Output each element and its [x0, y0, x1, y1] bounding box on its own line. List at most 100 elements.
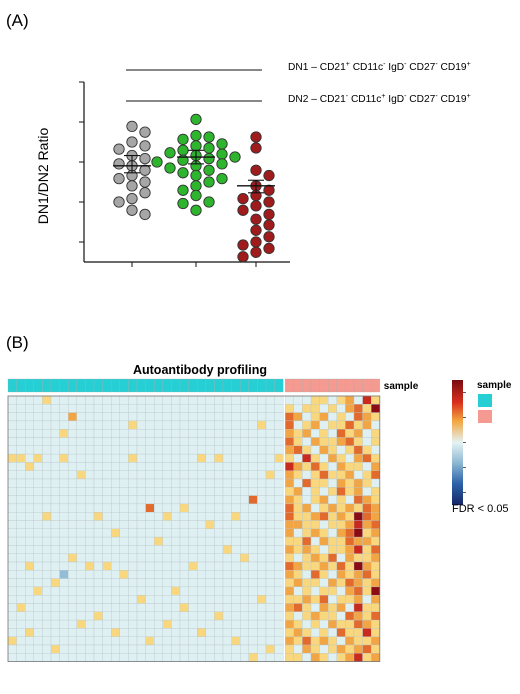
heatmap-cell	[293, 420, 303, 430]
heatmap-cell	[76, 536, 86, 546]
heatmap-cell	[302, 528, 312, 538]
heatmap-cell	[328, 453, 337, 463]
heatmap-cell	[59, 420, 69, 430]
heatmap-cell	[145, 404, 155, 413]
heatmap-cell	[197, 603, 206, 612]
heatmap-cell	[162, 536, 172, 546]
heatmap-cell	[76, 437, 86, 446]
heatmap-cell	[345, 553, 355, 563]
heatmap-cell	[145, 570, 155, 579]
heatmap-cell	[214, 570, 224, 579]
data-point-hc	[126, 180, 138, 192]
heatmap-cell	[50, 420, 60, 430]
heatmap-cell	[25, 545, 34, 554]
heatmap-cell	[248, 445, 258, 455]
heatmap-cell	[231, 644, 241, 654]
heatmap-cell	[319, 603, 329, 612]
heatmap-cell	[240, 545, 249, 554]
heatmap-cell	[345, 512, 355, 521]
heatmap-cell	[302, 512, 312, 521]
heatmap-cell	[136, 453, 146, 463]
heatmap-cell	[76, 445, 86, 455]
heatmap-cell	[197, 553, 206, 563]
heatmap-cell	[285, 404, 294, 413]
heatmap-cell	[371, 611, 380, 621]
heatmap-cell	[179, 570, 189, 579]
heatmap-cell	[76, 561, 86, 571]
heatmap-cell	[328, 495, 337, 505]
heatmap-cell	[154, 528, 163, 538]
heatmap-cell	[171, 420, 181, 430]
heatmap-cell	[162, 636, 172, 646]
heatmap-cell	[371, 586, 380, 596]
heatmap-cell	[371, 437, 380, 446]
heatmap-cell	[42, 453, 52, 463]
heatmap-cell	[362, 420, 372, 430]
heatmap-cell	[93, 595, 103, 604]
heatmap-cell	[128, 644, 138, 654]
heatmap-cell	[93, 470, 103, 480]
heatmap-cell	[102, 478, 112, 488]
heatmap-cell	[310, 512, 320, 521]
heatmap-cell	[7, 570, 17, 579]
heatmap-cell	[353, 487, 363, 496]
heatmap-cell	[231, 462, 241, 471]
heatmap-cell	[50, 553, 60, 563]
annotation-superscript: -	[435, 61, 438, 68]
heatmap-cell	[336, 528, 346, 538]
heatmap-cell	[293, 644, 303, 654]
heatmap-cell	[136, 545, 146, 554]
heatmap-cell	[171, 578, 181, 588]
heatmap-cell	[274, 536, 284, 546]
heatmap-cell	[16, 595, 26, 604]
heatmap-cell	[231, 495, 241, 505]
heatmap-cell	[128, 636, 138, 646]
heatmap-cell	[310, 495, 320, 505]
heatmap-cell	[85, 536, 95, 546]
heatmap-cell	[319, 653, 329, 662]
heatmap-cell	[25, 578, 34, 588]
heatmap-cell	[231, 603, 241, 612]
heatmap-cell	[328, 570, 337, 579]
heatmap-cell	[76, 553, 86, 563]
heatmap-cell	[362, 536, 372, 546]
heatmap-cell	[336, 412, 346, 422]
heatmap-cell	[25, 404, 34, 413]
heatmap-cell	[59, 487, 69, 496]
heatmap-cell	[265, 470, 275, 480]
heatmap-cell	[293, 503, 303, 513]
heatmap-cell	[102, 495, 112, 505]
heatmap-cell	[42, 429, 52, 438]
annotation-cell-hc	[119, 378, 129, 393]
heatmap-cell	[205, 462, 215, 471]
heatmap-cell	[231, 420, 241, 430]
heatmap-cell	[197, 536, 206, 546]
heatmap-cell	[345, 611, 355, 621]
heatmap-cell	[328, 545, 337, 554]
heatmap-cell	[128, 478, 138, 488]
heatmap-cell	[42, 470, 52, 480]
heatmap-cell	[42, 595, 52, 604]
heatmap-cell	[197, 462, 206, 471]
heatmap-cell	[205, 553, 215, 563]
heatmap-cell	[102, 395, 112, 405]
heatmap-cell	[33, 470, 43, 480]
heatmap-cell	[371, 429, 380, 438]
heatmap-cell	[93, 578, 103, 588]
heatmap-cell	[16, 644, 26, 654]
heatmap-cell	[319, 462, 329, 471]
heatmap-cell	[162, 470, 172, 480]
heatmap-cell	[336, 578, 346, 588]
heatmap-cell	[25, 611, 34, 621]
heatmap-cell	[50, 644, 60, 654]
heatmap-cell	[76, 545, 86, 554]
heatmap-cell	[222, 586, 232, 596]
heatmap-cell	[145, 636, 155, 646]
data-point-pes	[263, 208, 275, 221]
heatmap-cell	[214, 586, 224, 596]
heatmap-cell	[136, 429, 146, 438]
heatmap-cell	[42, 644, 52, 654]
heatmap-cell	[102, 520, 112, 529]
heatmap-cell	[33, 570, 43, 579]
heatmap-cell	[42, 528, 52, 538]
